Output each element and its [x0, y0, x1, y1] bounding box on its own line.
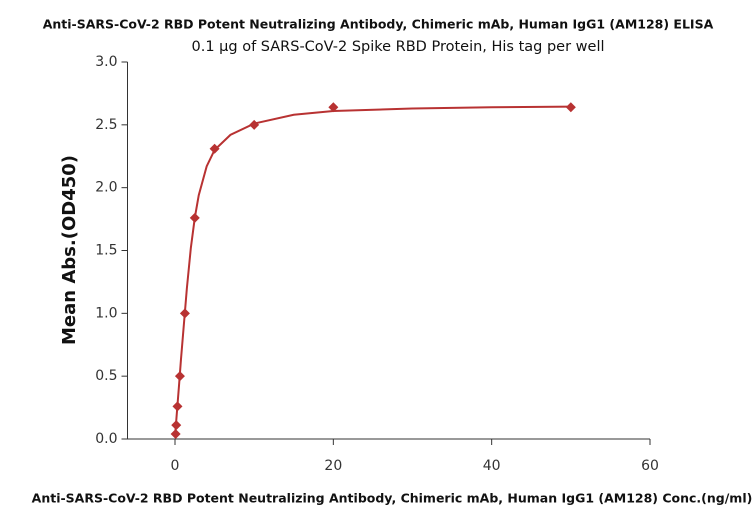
x-tick-label: 0	[171, 458, 180, 474]
data-point	[249, 119, 260, 130]
y-tick-label: 3.0	[95, 54, 117, 70]
chart-title: Anti-SARS-CoV-2 RBD Potent Neutralizing …	[43, 17, 714, 32]
x-axis-label: Anti-SARS-CoV-2 RBD Potent Neutralizing …	[32, 491, 753, 506]
data-point	[170, 428, 181, 439]
y-tick-label: 2.5	[95, 117, 117, 133]
fit-curve	[174, 105, 571, 437]
data-point	[172, 401, 183, 412]
data-point	[171, 420, 182, 431]
data-point	[179, 308, 190, 319]
data-point	[565, 102, 576, 113]
y-tick-label: 1.0	[95, 305, 117, 321]
data-point	[189, 212, 200, 223]
y-tick-label: 2.0	[95, 180, 117, 196]
data-point	[174, 371, 185, 382]
y-tick-label: 1.5	[95, 243, 117, 259]
x-tick-label: 60	[641, 458, 659, 474]
x-tick-label: 20	[324, 458, 342, 474]
y-tick-label: 0.0	[95, 431, 117, 447]
x-tick-label: 40	[483, 458, 501, 474]
y-tick-label: 0.5	[95, 368, 117, 384]
chart-subtitle: 0.1 µg of SARS-CoV-2 Spike RBD Protein, …	[191, 39, 604, 55]
y-axis-label: Mean Abs.(OD450)	[59, 155, 80, 345]
data-point	[209, 143, 220, 154]
data-point	[328, 102, 339, 113]
